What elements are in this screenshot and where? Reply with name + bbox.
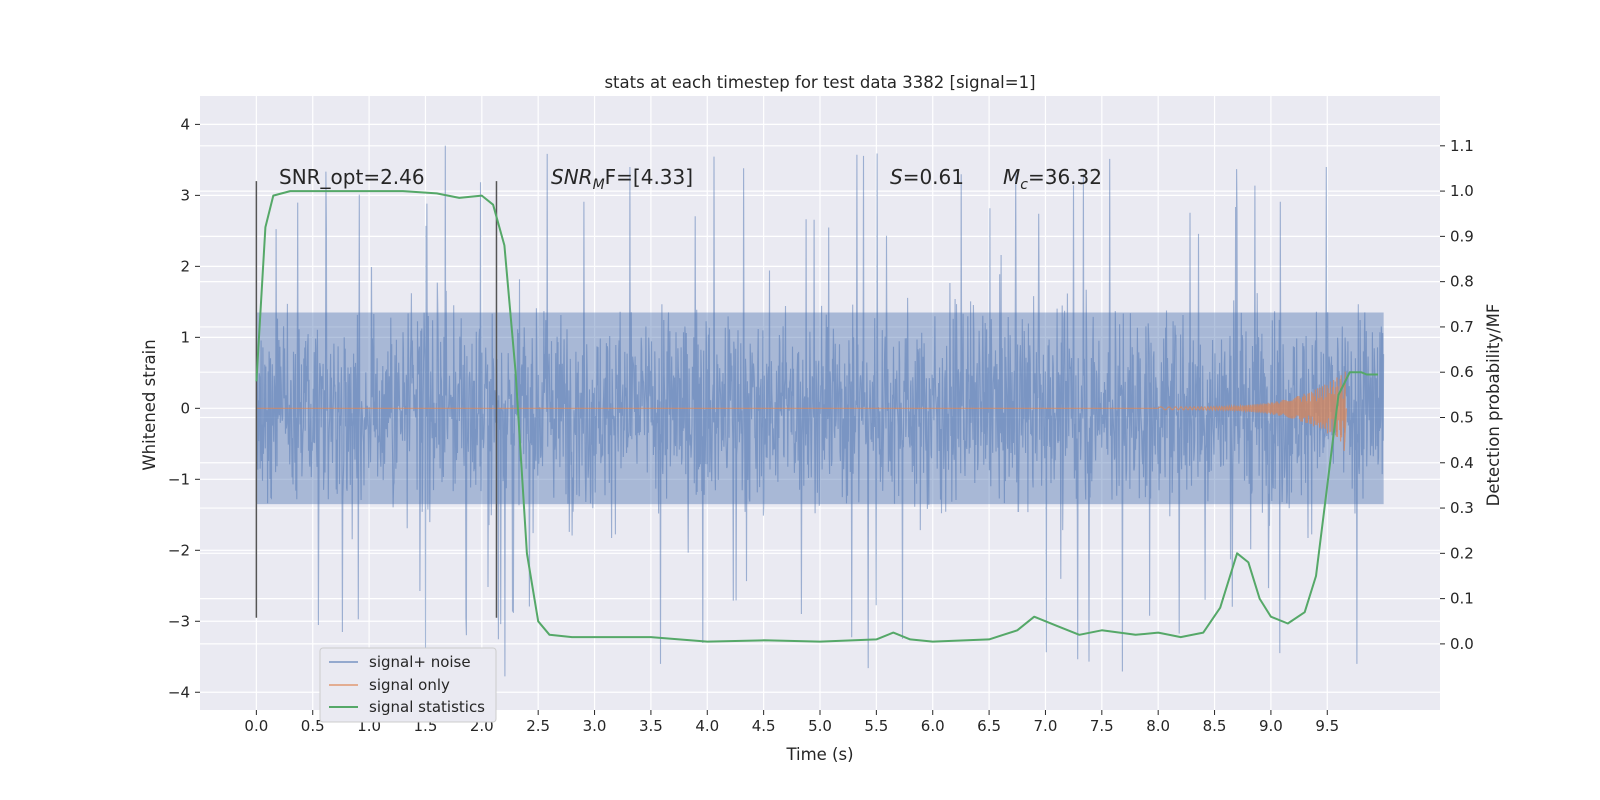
signal-only-line [256,371,1348,451]
x-tick-label: 2.5 [526,717,550,735]
series-signal-only [256,371,1348,451]
x-tick-label: 5.0 [808,717,832,735]
x-tick-label: 4.5 [752,717,776,735]
y2-tick-label: 0.1 [1450,590,1474,608]
x-axis-ticks: 0.0 0.5 1.0 1.5 2.0 2.5 3.0 3.5 4.0 4.5 5.0 5.5 6.0 6… [244,710,1339,735]
y-tick-label: −1 [168,470,190,488]
y-tick-label: 1 [180,328,190,346]
x-tick-label: 3.5 [639,717,663,735]
y2-tick-label: 1.0 [1450,182,1474,200]
x-tick-label: 4.0 [695,717,719,735]
y2-tick-label: 0.8 [1450,273,1474,291]
x-tick-label: 6.5 [977,717,1001,735]
legend-label-signal-plus-noise: signal+ noise [369,653,471,671]
x-tick-label: 8.5 [1203,717,1227,735]
y-axis-ticks: 4 3 2 1 0 −1 −2 −3 −4 [168,115,200,701]
y2-tick-label: 0.2 [1450,544,1474,562]
annotation-snr-mf: SNRMF=[4.33] [551,165,693,193]
annotation-s: S=0.61 [890,165,964,189]
x-tick-label: 5.5 [864,717,888,735]
legend-label-signal-statistics: signal statistics [369,698,485,716]
x-axis-label: Time (s) [785,745,853,764]
legend-box [319,647,497,723]
y2-tick-label: 0.7 [1450,318,1474,336]
x-tick-label: 8.0 [1146,717,1170,735]
x-tick-label: 0.5 [301,717,325,735]
legend: signal+ noise signal only signal statist… [319,647,497,723]
y2-tick-label: 1.1 [1450,137,1474,155]
x-tick-label: 9.0 [1259,717,1283,735]
y-tick-label: 3 [180,186,190,204]
x-tick-label: 0.0 [244,717,268,735]
y-tick-label: −2 [168,541,190,559]
signal-statistics-line [255,190,1378,643]
annotation-snr-opt: SNR_opt=2.46 [279,165,425,189]
x-tick-label: 9.5 [1315,717,1339,735]
x-tick-label: 7.5 [1090,717,1114,735]
x-tick-label: 6.0 [921,717,945,735]
y2-tick-label: 0.9 [1450,227,1474,245]
chart-title: stats at each timestep for test data 338… [604,73,1035,92]
annotation-mc: Mc=36.32 [1003,165,1102,193]
y2-tick-label: 0.4 [1450,454,1474,472]
y2-tick-label: 0.6 [1450,363,1474,381]
y2-tick-label: 0.3 [1450,499,1474,517]
x-tick-label: 7.0 [1034,717,1058,735]
y2-tick-label: 0.5 [1450,408,1474,426]
y2-axis-label: Detection probability/MF [1484,304,1503,507]
y2-axis-ticks: 1.1 1.0 0.9 0.8 0.7 0.6 0.5 0.4 0.3 0.2 0.1 0.0 [1440,137,1474,653]
y2-tick-label: 0.0 [1450,635,1474,653]
y-tick-label: −3 [168,612,190,630]
series-signal-statistics [255,190,1378,643]
x-tick-label: 3.0 [583,717,607,735]
y-axis-label: Whitened strain [140,339,159,470]
y-tick-label: 4 [180,115,190,133]
marker-lines [255,181,498,618]
y-tick-label: 2 [180,257,190,275]
legend-label-signal-only: signal only [369,676,450,694]
y-tick-label: 0 [180,399,190,417]
y-tick-label: −4 [168,683,190,701]
